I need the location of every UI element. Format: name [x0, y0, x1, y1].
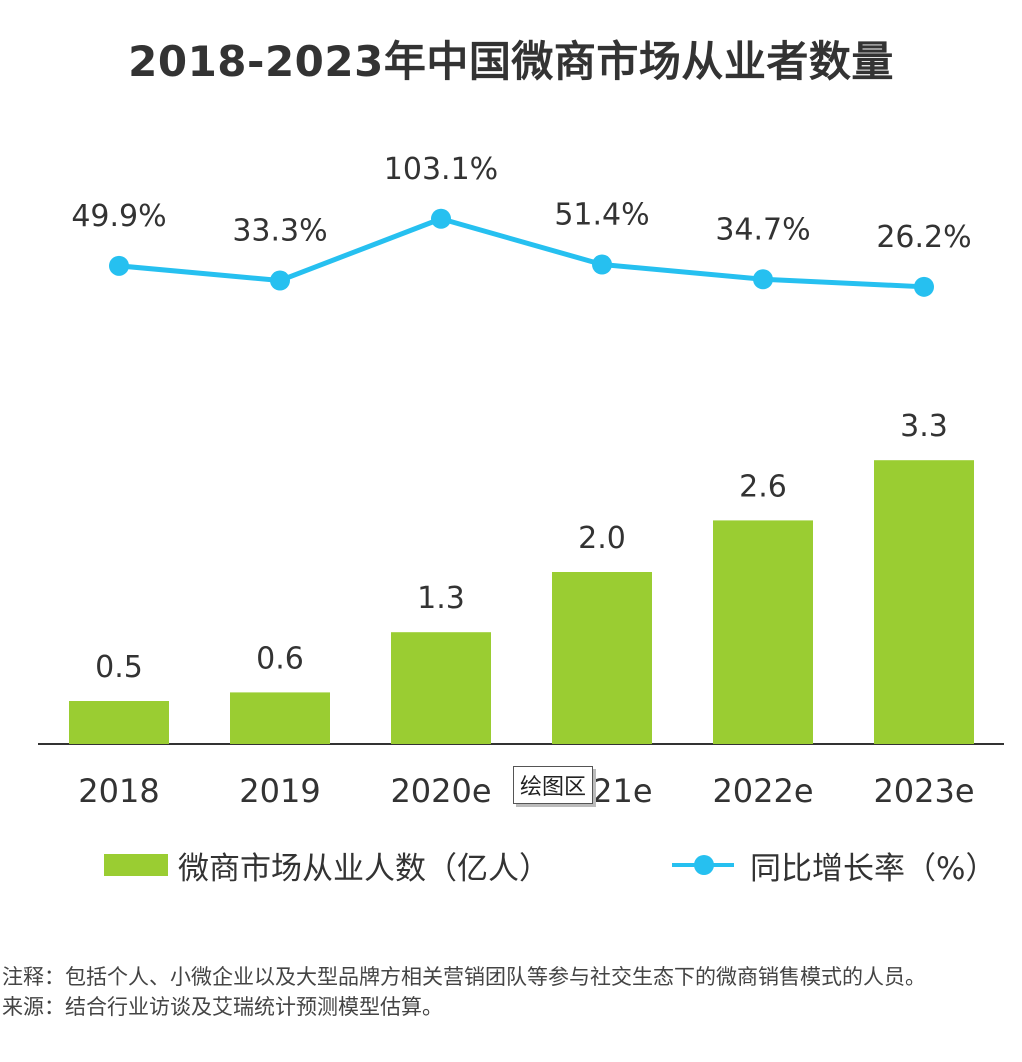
bar-value-label: 2.0 — [578, 521, 626, 556]
growth-line-layer — [109, 208, 934, 297]
growth-point — [270, 270, 290, 291]
legend-line-label: 同比增长率（%） — [750, 850, 997, 887]
chart-title: 2018-2023年中国微商市场从业者数量 — [128, 37, 894, 86]
x-tick-label: 2023e — [873, 772, 974, 810]
x-tick-label: 2019 — [239, 772, 320, 810]
bar-2023e — [874, 460, 974, 744]
bar-value-label: 1.3 — [417, 581, 465, 616]
bar-value-label: 3.3 — [900, 409, 948, 444]
growth-value-label: 49.9% — [71, 199, 166, 234]
x-tick-label: 2020e — [390, 772, 491, 810]
growth-point — [109, 255, 129, 276]
bar-2020e — [391, 632, 491, 744]
x-tick-label: 2018 — [78, 772, 159, 810]
growth-point — [431, 208, 451, 229]
growth-value-label: 33.3% — [232, 214, 327, 249]
growth-value-label: 103.1% — [384, 152, 498, 187]
source-text: 来源：结合行业访谈及艾瑞统计预测模型估算。 — [2, 995, 443, 1019]
note-text: 注释：包括个人、小微企业以及大型品牌方相关营销团队等参与社交生态下的微商销售模式… — [2, 965, 926, 989]
growth-point — [753, 269, 773, 290]
growth-value-label: 26.2% — [876, 220, 971, 255]
growth-value-label: 34.7% — [715, 212, 810, 247]
labels-layer: 0.520180.620191.32020e2.02021e2.62022e3.… — [71, 152, 974, 810]
legend-bar-swatch — [104, 854, 168, 876]
chart-legend: 微商市场从业人数（亿人） 同比增长率（%） — [104, 842, 996, 888]
combo-chart: 0.520180.620191.32020e2.02021e2.62022e3.… — [38, 152, 1004, 810]
legend-line-dot — [694, 855, 714, 875]
growth-value-label: 51.4% — [554, 198, 649, 233]
bar-value-label: 0.6 — [256, 641, 304, 676]
plot-area-tooltip: 绘图区 — [513, 766, 594, 804]
chart-notes: 注释：包括个人、小微企业以及大型品牌方相关营销团队等参与社交生态下的微商销售模式… — [2, 962, 1020, 1022]
growth-line — [118, 216, 925, 290]
growth-point — [914, 276, 934, 297]
bar-value-label: 0.5 — [95, 650, 143, 685]
legend-line-swatch — [672, 855, 734, 875]
bar-2019 — [230, 692, 330, 744]
legend-bar-label: 微商市场从业人数（亿人） — [178, 850, 550, 887]
x-tick-label: 2022e — [712, 772, 813, 810]
growth-point — [592, 254, 612, 275]
bar-2022e — [713, 520, 813, 744]
bar-2021e — [552, 572, 652, 744]
bar-2018 — [69, 701, 169, 744]
bars-layer — [69, 460, 974, 744]
bar-value-label: 2.6 — [739, 469, 787, 504]
